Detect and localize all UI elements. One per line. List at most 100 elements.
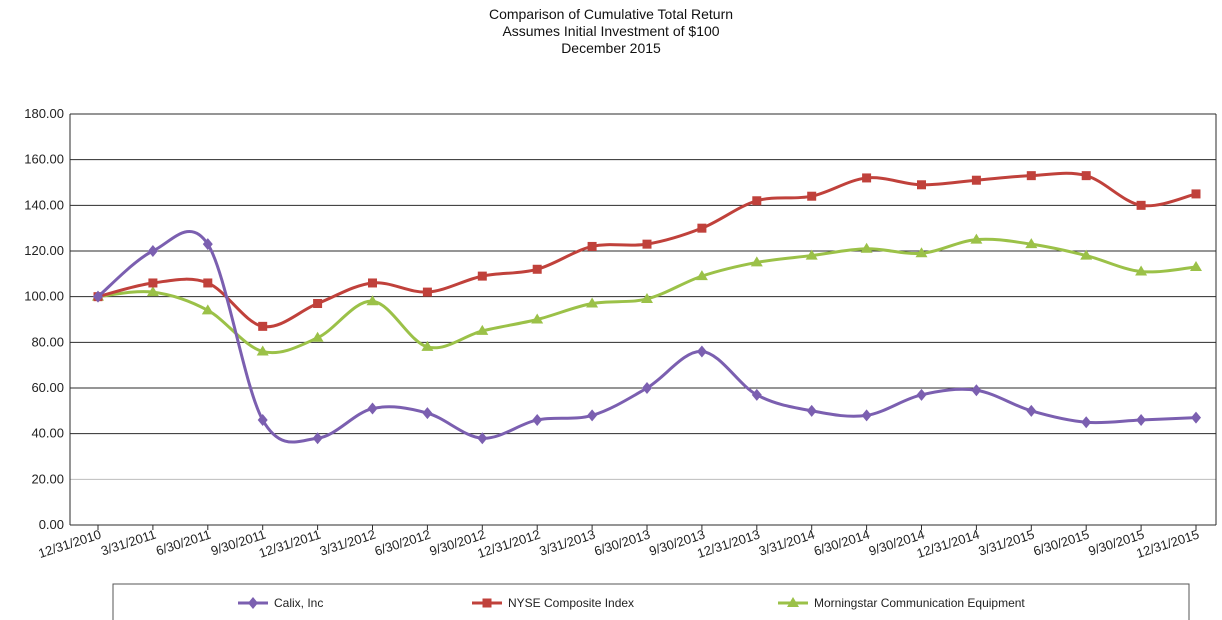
legend-marker <box>787 597 799 607</box>
data-point <box>146 286 159 297</box>
chart-title: Comparison of Cumulative Total Return <box>488 6 734 22</box>
x-tick-label: 12/31/2015 <box>1134 527 1201 561</box>
series-line <box>97 171 1197 329</box>
y-tick-label: 140.00 <box>24 197 64 212</box>
data-point <box>697 223 707 233</box>
y-tick-label: 20.00 <box>31 471 64 486</box>
data-point <box>751 388 762 401</box>
data-point <box>311 331 324 342</box>
y-axis-ticks: 0.00 20.00 40.00 60.00 80.00 100.00 120.00 140.… <box>24 106 64 532</box>
data-point <box>477 432 488 445</box>
data-point <box>532 413 543 426</box>
data-point <box>1081 416 1092 429</box>
y-tick-label: 160.00 <box>24 152 64 167</box>
data-point <box>476 324 489 335</box>
data-point <box>1190 260 1202 271</box>
data-point <box>587 409 598 422</box>
data-point <box>1080 249 1093 260</box>
x-tick-label: 6/30/2012 <box>373 527 433 559</box>
data-point <box>532 264 542 274</box>
data-point <box>93 290 103 303</box>
data-point <box>257 413 268 426</box>
x-tick-label: 3/31/2012 <box>318 527 378 559</box>
y-tick-label: 0.00 <box>39 517 64 532</box>
data-point <box>970 233 983 244</box>
data-point <box>1026 171 1036 181</box>
data-point <box>696 345 707 358</box>
data-point <box>147 245 158 257</box>
data-point <box>1025 238 1038 249</box>
data-point <box>916 388 927 401</box>
data-point <box>695 270 708 281</box>
data-point <box>201 304 214 315</box>
data-point <box>1191 189 1201 199</box>
x-tick-label: 12/31/2012 <box>476 527 543 561</box>
data-point <box>750 256 763 267</box>
series-calix-inc <box>93 230 1201 445</box>
data-point <box>587 241 597 251</box>
data-point <box>421 340 434 351</box>
x-tick-label: 6/30/2013 <box>592 527 652 559</box>
series-line <box>97 230 1197 444</box>
series-lines <box>92 171 1202 445</box>
data-point <box>971 384 982 397</box>
x-tick-label: 3/31/2011 <box>99 527 158 559</box>
data-point <box>861 409 872 422</box>
y-tick-label: 40.00 <box>31 426 64 441</box>
data-point <box>1081 171 1091 181</box>
data-point <box>148 278 158 288</box>
y-tick-label: 60.00 <box>31 380 64 395</box>
data-point <box>641 292 653 303</box>
x-tick-label: 3/31/2014 <box>757 527 817 559</box>
data-point <box>752 196 762 206</box>
data-point <box>1191 411 1201 424</box>
legend-marker <box>248 597 258 609</box>
data-point <box>862 173 872 183</box>
data-point <box>366 295 379 306</box>
data-point <box>915 247 928 258</box>
y-tick-label: 120.00 <box>24 243 64 258</box>
data-point <box>971 175 981 185</box>
data-point <box>368 278 377 288</box>
x-tick-label: 6/30/2011 <box>154 527 213 559</box>
legend-label: NYSE Composite Index <box>508 596 634 610</box>
data-point <box>917 180 926 190</box>
data-point <box>202 238 213 251</box>
legend-label: Morningstar Communication Equipment <box>814 596 1025 610</box>
data-point <box>312 432 323 445</box>
data-point <box>805 249 818 260</box>
x-tick-label: 12/31/2013 <box>695 527 762 561</box>
legend-box <box>112 583 1190 620</box>
data-point <box>586 297 599 308</box>
data-point <box>642 382 652 394</box>
chart-subtitle-1: Assumes Initial Investment of $100 <box>502 23 720 39</box>
x-axis-ticks: 12/31/20103/31/20116/30/20119/30/201112/… <box>36 525 1201 561</box>
data-point <box>1136 200 1146 210</box>
data-point <box>1136 413 1147 426</box>
data-point <box>367 402 378 415</box>
data-point <box>422 407 433 420</box>
y-tick-label: 80.00 <box>31 334 64 349</box>
legend-marker <box>482 598 492 608</box>
data-point <box>531 313 544 324</box>
chart-title-block: Comparison of Cumulative Total Return As… <box>0 6 1222 57</box>
data-point <box>860 242 873 253</box>
x-tick-label: 6/30/2014 <box>812 527 872 559</box>
x-tick-label: 3/31/2013 <box>537 527 597 559</box>
data-point <box>807 191 817 201</box>
data-point <box>477 271 487 281</box>
data-point <box>203 278 213 288</box>
y-tick-label: 100.00 <box>24 289 64 304</box>
legend: Calix, Inc NYSE Composite Index Morningsta… <box>112 583 1190 620</box>
data-point <box>258 321 268 331</box>
x-tick-label: 12/31/2014 <box>915 527 982 561</box>
y-tick-label: 180.00 <box>24 106 64 121</box>
data-point <box>806 404 817 417</box>
x-tick-label: 3/31/2015 <box>977 527 1037 559</box>
axes <box>69 114 1217 526</box>
data-point <box>642 239 652 249</box>
data-point <box>1026 404 1037 417</box>
x-tick-label: 6/30/2015 <box>1031 527 1091 559</box>
grid-lines <box>70 113 1216 480</box>
legend-label: Calix, Inc <box>274 596 323 610</box>
